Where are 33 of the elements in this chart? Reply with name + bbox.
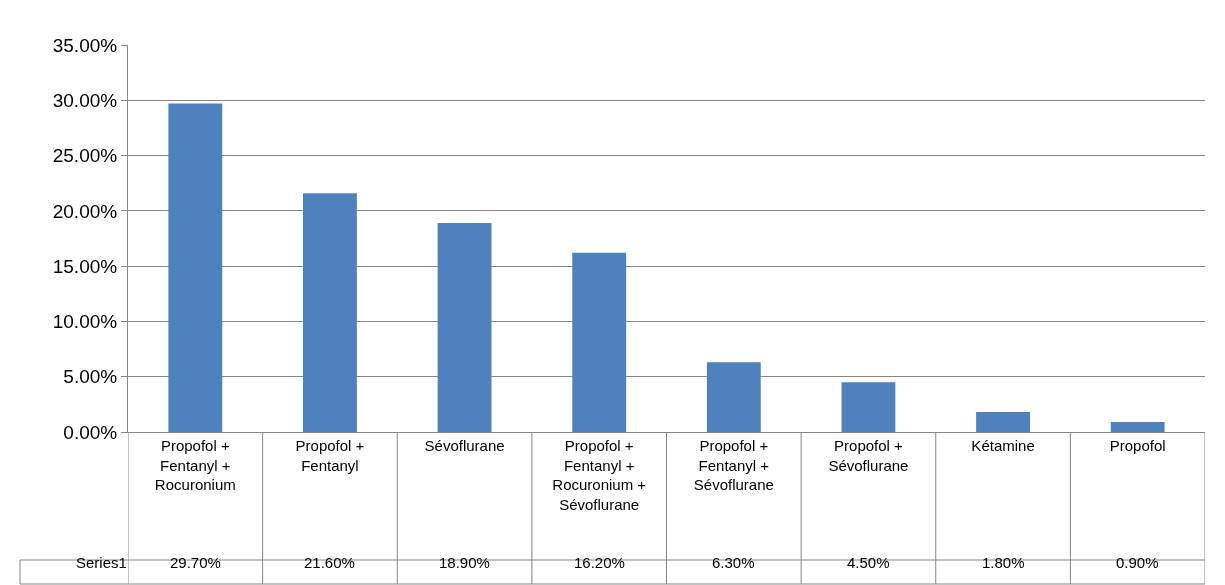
- y-tick-label: 30.00%: [52, 89, 118, 111]
- bar: [572, 252, 627, 432]
- bar: [1110, 422, 1165, 432]
- data-label: 18.90%: [439, 554, 490, 571]
- y-tick-label: 0.00%: [63, 421, 118, 443]
- bar: [706, 362, 761, 432]
- data-label: 6.30%: [712, 554, 755, 571]
- x-tick-label: Kétamine: [971, 437, 1035, 454]
- x-tick-label: Propofol + Fentanyl + Sévoflurane: [693, 437, 774, 493]
- data-label: 0.90%: [1116, 554, 1159, 571]
- x-tick-label: Propofol + Fentanyl: [295, 437, 365, 474]
- x-tick-label: Propofol: [1109, 437, 1166, 454]
- y-tick-label: 35.00%: [52, 34, 118, 56]
- bar: [437, 223, 492, 432]
- y-tick-label: 25.00%: [52, 145, 118, 167]
- data-label: 1.80%: [982, 554, 1025, 571]
- y-tick-label: 15.00%: [52, 255, 118, 277]
- bar: [841, 382, 896, 432]
- x-tick-label: Sévoflurane: [424, 437, 505, 454]
- data-label: 4.50%: [847, 554, 890, 571]
- bar: [168, 103, 223, 432]
- x-tick-label: Propofol + Sévoflurane: [828, 437, 909, 474]
- y-tick-label: 5.00%: [63, 366, 118, 388]
- y-tick-label: 10.00%: [52, 311, 118, 333]
- x-tick-label: Propofol + Fentanyl + Rocuronium + Sévoflurane: [552, 437, 647, 513]
- data-label: 21.60%: [304, 554, 355, 571]
- text: Series1: [76, 554, 127, 571]
- x-tick-label: Propofol + Fentanyl + Rocuronium: [154, 437, 236, 493]
- y-tick-label: 20.00%: [52, 200, 118, 222]
- bar: [976, 412, 1030, 432]
- data-label: 16.20%: [574, 554, 625, 571]
- data-label: 29.70%: [170, 554, 221, 571]
- bar: [303, 193, 357, 432]
